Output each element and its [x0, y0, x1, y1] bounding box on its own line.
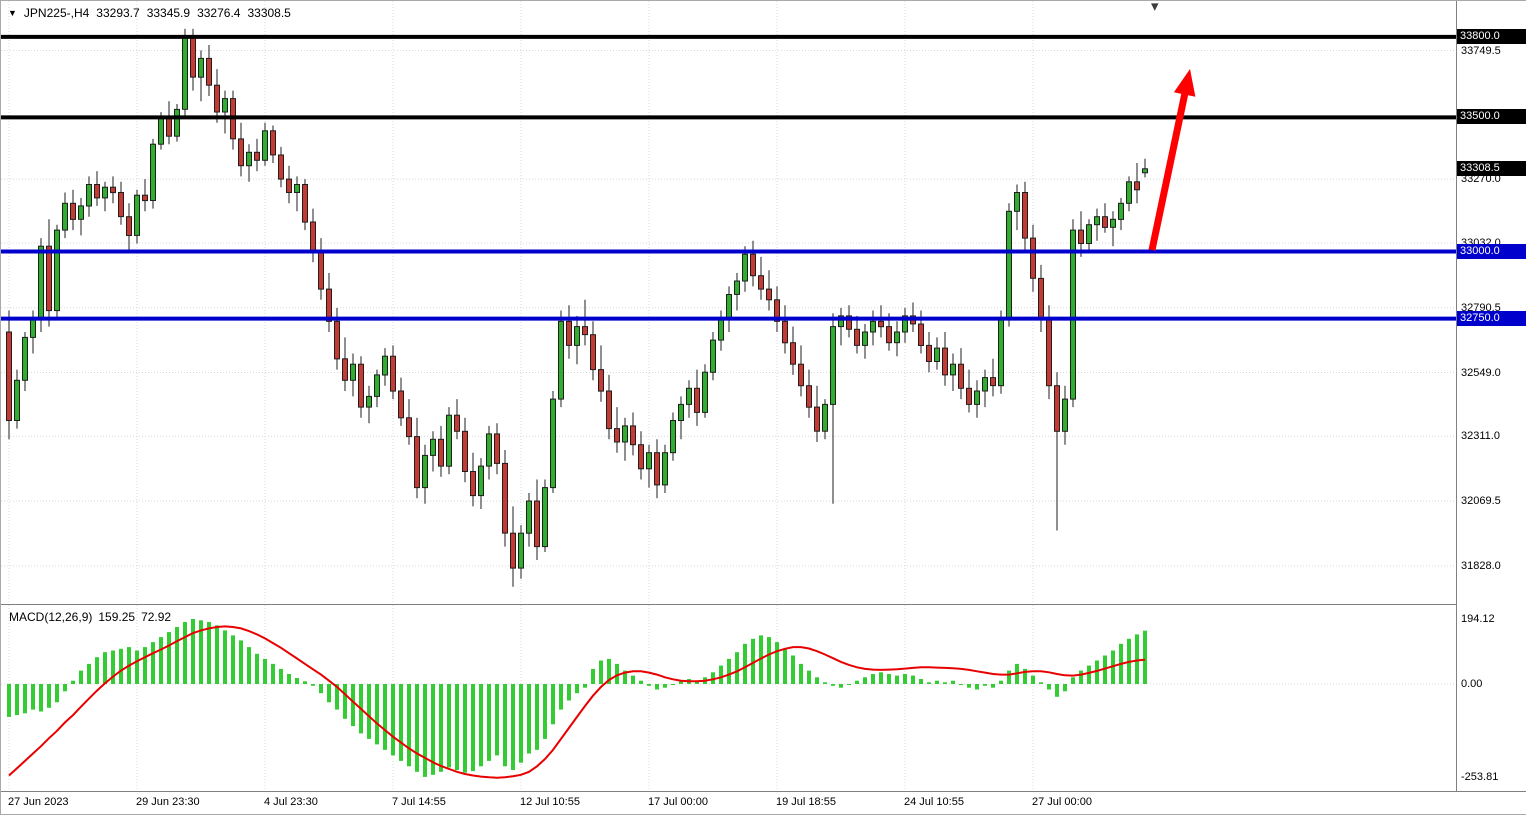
price-axis-label: 32549.0: [1461, 366, 1501, 379]
price-axis-separator: [1456, 1, 1457, 791]
macd-svg[interactable]: [1, 605, 1456, 791]
macd-signal-value: 72.92: [141, 610, 172, 624]
time-axis-label: 12 Jul 10:55: [520, 796, 580, 808]
level-tag-33000: 33000.0: [1457, 243, 1526, 259]
price-chart-area[interactable]: ▼ JPN225-,H4 33293.7 33345.9 33276.4 333…: [1, 1, 1456, 604]
time-axis-label: 19 Jul 18:55: [776, 796, 836, 808]
panel-separator[interactable]: [1, 604, 1526, 605]
price-axis[interactable]: 33749.533270.033032.032790.532549.032311…: [1457, 1, 1526, 791]
price-axis-label: 33749.5: [1461, 44, 1501, 57]
price-axis-label: 31828.0: [1461, 559, 1501, 572]
symbol-dropdown-icon[interactable]: ▼: [8, 8, 17, 18]
time-axis-label: 17 Jul 00:00: [648, 796, 708, 808]
macd-axis-label: 194.12: [1461, 613, 1495, 625]
time-axis-label: 24 Jul 10:55: [904, 796, 964, 808]
price-axis-label: 32311.0: [1461, 430, 1500, 443]
time-axis-label: 27 Jun 2023: [8, 796, 69, 808]
macd-axis-label: 0.00: [1461, 678, 1483, 690]
level-tag-33500: 33500.0: [1457, 109, 1526, 125]
price-chart-svg[interactable]: [1, 1, 1456, 604]
time-axis-label: 4 Jul 23:30: [264, 796, 318, 808]
price-low: 33276.4: [197, 6, 241, 20]
symbol-info: ▼ JPN225-,H4 33293.7 33345.9 33276.4 333…: [8, 6, 291, 20]
current-price-tag: 33308.5: [1457, 160, 1526, 176]
level-tag-32750: 32750.0: [1457, 310, 1526, 326]
price-open: 33293.7: [96, 6, 140, 20]
price-high: 33345.9: [146, 6, 191, 20]
macd-panel[interactable]: MACD(12,26,9) 159.25 72.92: [1, 605, 1456, 791]
macd-main-value: 159.25: [98, 610, 136, 624]
macd-axis-label: -253.81: [1461, 770, 1499, 783]
chart-shift-marker-icon[interactable]: ▾: [1151, 0, 1159, 15]
price-axis-label: 33270.0: [1461, 173, 1501, 186]
price-axis-label: 32069.5: [1461, 495, 1501, 508]
time-axis-label: 7 Jul 14:55: [392, 796, 446, 808]
price-close: 33308.5: [247, 6, 291, 20]
time-axis-label: 27 Jul 00:00: [1032, 796, 1092, 808]
level-tag-33800: 33800.0: [1457, 28, 1526, 44]
time-axis-label: 29 Jun 23:30: [136, 796, 200, 808]
macd-indicator-info: MACD(12,26,9) 159.25 72.92: [9, 610, 171, 624]
macd-name: MACD(12,26,9): [9, 610, 93, 624]
time-axis[interactable]: 27 Jun 2023 29 Jun 23:30 4 Jul 23:30 7 Jul …: [1, 792, 1526, 814]
time-axis-separator: [1, 791, 1526, 792]
symbol-name: JPN225-,H4: [23, 6, 90, 20]
